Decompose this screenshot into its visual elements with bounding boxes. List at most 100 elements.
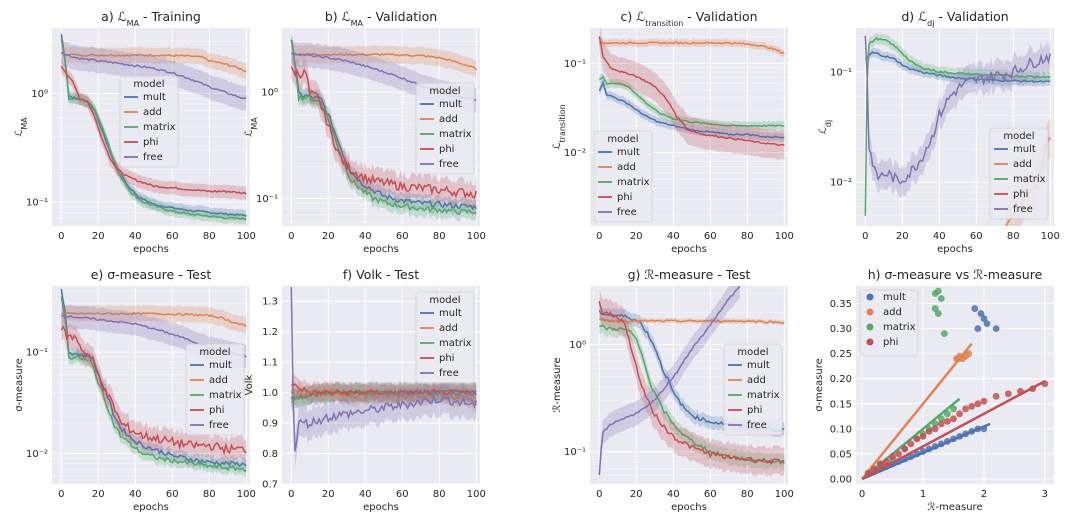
line-matrix [60, 38, 247, 221]
y-axis-label-sub: MA [20, 117, 29, 130]
x-tick-label: 60 [396, 231, 409, 242]
y-axis-label-main: ℒ [552, 142, 563, 149]
band-phi [599, 28, 785, 160]
panel-title-sub: MA [127, 19, 140, 28]
y-axis-label: ℒtransition [552, 104, 567, 149]
point-matrix [943, 410, 951, 418]
panel-title-rest: - Training [139, 9, 201, 24]
x-tick-label: 20 [322, 489, 335, 500]
legend-box [185, 343, 245, 436]
x-tick-label: 60 [970, 231, 983, 242]
legend: model mult add matrix phi free [415, 291, 475, 384]
y-tick-label: 10⁻¹ [26, 197, 48, 208]
legend-title: model [737, 347, 768, 358]
y-tick-label: 10⁻¹ [256, 194, 278, 205]
legend-label-mult: mult [439, 99, 462, 110]
point-mult [913, 450, 921, 458]
point-matrix [931, 305, 939, 312]
y-tick-label: 0.25 [830, 349, 852, 360]
x-tick-label: 100 [467, 489, 486, 500]
legend-label-matrix: matrix [617, 177, 650, 188]
point-mult [962, 430, 970, 438]
band-mult [61, 29, 247, 222]
x-tick-label: 80 [741, 231, 754, 242]
legend-label-phi: phi [747, 405, 762, 416]
point-matrix [931, 420, 939, 428]
x-tick-label: 40 [129, 489, 142, 500]
point-phi [883, 458, 890, 465]
legend-label-free: free [439, 159, 459, 170]
y-tick-label: 10⁰ [261, 88, 278, 99]
point-phi [913, 435, 921, 443]
x-tick-label: 100 [467, 231, 486, 242]
panel-title: h) σ-measure vs ℛ-measure [868, 267, 1043, 282]
y-tick-label: 10⁻² [564, 148, 586, 159]
legend-title: model [607, 134, 638, 145]
legend: model mult add matrix phi free [415, 82, 475, 175]
line-matrix [864, 36, 1051, 216]
y-axis-label-main: ℒ [818, 127, 829, 134]
panel-title-sub: dj [927, 19, 934, 28]
legend-label-mult: mult [747, 360, 770, 371]
y-tick-label: 1.1 [262, 358, 278, 369]
legend-label-matrix: matrix [1013, 174, 1046, 185]
band-free [61, 39, 247, 111]
panel-title-sub: MA [351, 19, 364, 28]
line-phi [598, 36, 785, 147]
legend-label-matrix: matrix [439, 129, 472, 140]
y-tick-label: 0.9 [262, 419, 278, 430]
point-phi [980, 397, 988, 405]
point-phi [864, 469, 872, 477]
legend-label-add: add [617, 162, 636, 173]
point-phi [962, 405, 970, 413]
x-tick-label: 0 [596, 489, 602, 500]
legend-box [119, 75, 179, 168]
x-tick-label: 60 [166, 489, 179, 500]
band-matrix [291, 31, 477, 222]
x-tick-label: 100 [237, 489, 256, 500]
point-phi [974, 400, 982, 408]
legend-label-free: free [439, 368, 459, 379]
y-tick-label: 10⁻¹ [564, 447, 586, 458]
legend-marker-mult [866, 293, 874, 301]
x-tick-label: 60 [396, 489, 409, 500]
legend-label-free: free [617, 207, 637, 218]
panel-title-rest: - Validation [683, 9, 757, 24]
line-free [290, 286, 478, 452]
point-mult [937, 440, 945, 448]
x-axis-label: epochs [671, 244, 707, 255]
y-tick-label: 10⁻¹ [26, 348, 48, 359]
legend: mult add matrix phi [859, 289, 919, 357]
point-add [954, 355, 962, 363]
legend-label-phi: phi [209, 405, 224, 416]
band-matrix [599, 72, 785, 131]
data-layer [598, 286, 785, 484]
band-add [291, 44, 477, 79]
x-tick-label: 0 [596, 231, 602, 242]
y-tick-label: 1.0 [262, 388, 278, 399]
point-mult [925, 445, 933, 453]
legend: model mult add matrix phi free [723, 343, 783, 436]
legend-label-matrix: matrix [209, 390, 242, 401]
point-mult [943, 437, 951, 445]
y-axis-label: ℒMA [244, 117, 259, 137]
point-phi [895, 450, 903, 458]
point-phi [876, 460, 884, 468]
x-axis-label: epochs [133, 244, 169, 255]
x-tick-label: 40 [359, 489, 372, 500]
point-matrix [937, 295, 945, 302]
x-tick-label: 80 [433, 231, 446, 242]
legend-label-phi: phi [439, 144, 454, 155]
panel-h: 0 1 2 3 0.00 0.05 0.10 0.15 0.20 0.25 0.30 0.35 h) σ… [814, 267, 1054, 513]
line-phi [290, 66, 478, 199]
legend-label-phi: phi [439, 353, 454, 364]
y-axis-label: ℒMA [14, 117, 29, 137]
legend-label-matrix: matrix [143, 122, 176, 133]
line-free [864, 35, 1052, 185]
line-add [599, 318, 785, 324]
line-add [598, 41, 785, 55]
point-phi [1029, 385, 1037, 393]
legend-label-mult: mult [883, 292, 906, 303]
panel-title-rest: - Validation [934, 9, 1008, 24]
x-tick-label: 20 [630, 231, 643, 242]
